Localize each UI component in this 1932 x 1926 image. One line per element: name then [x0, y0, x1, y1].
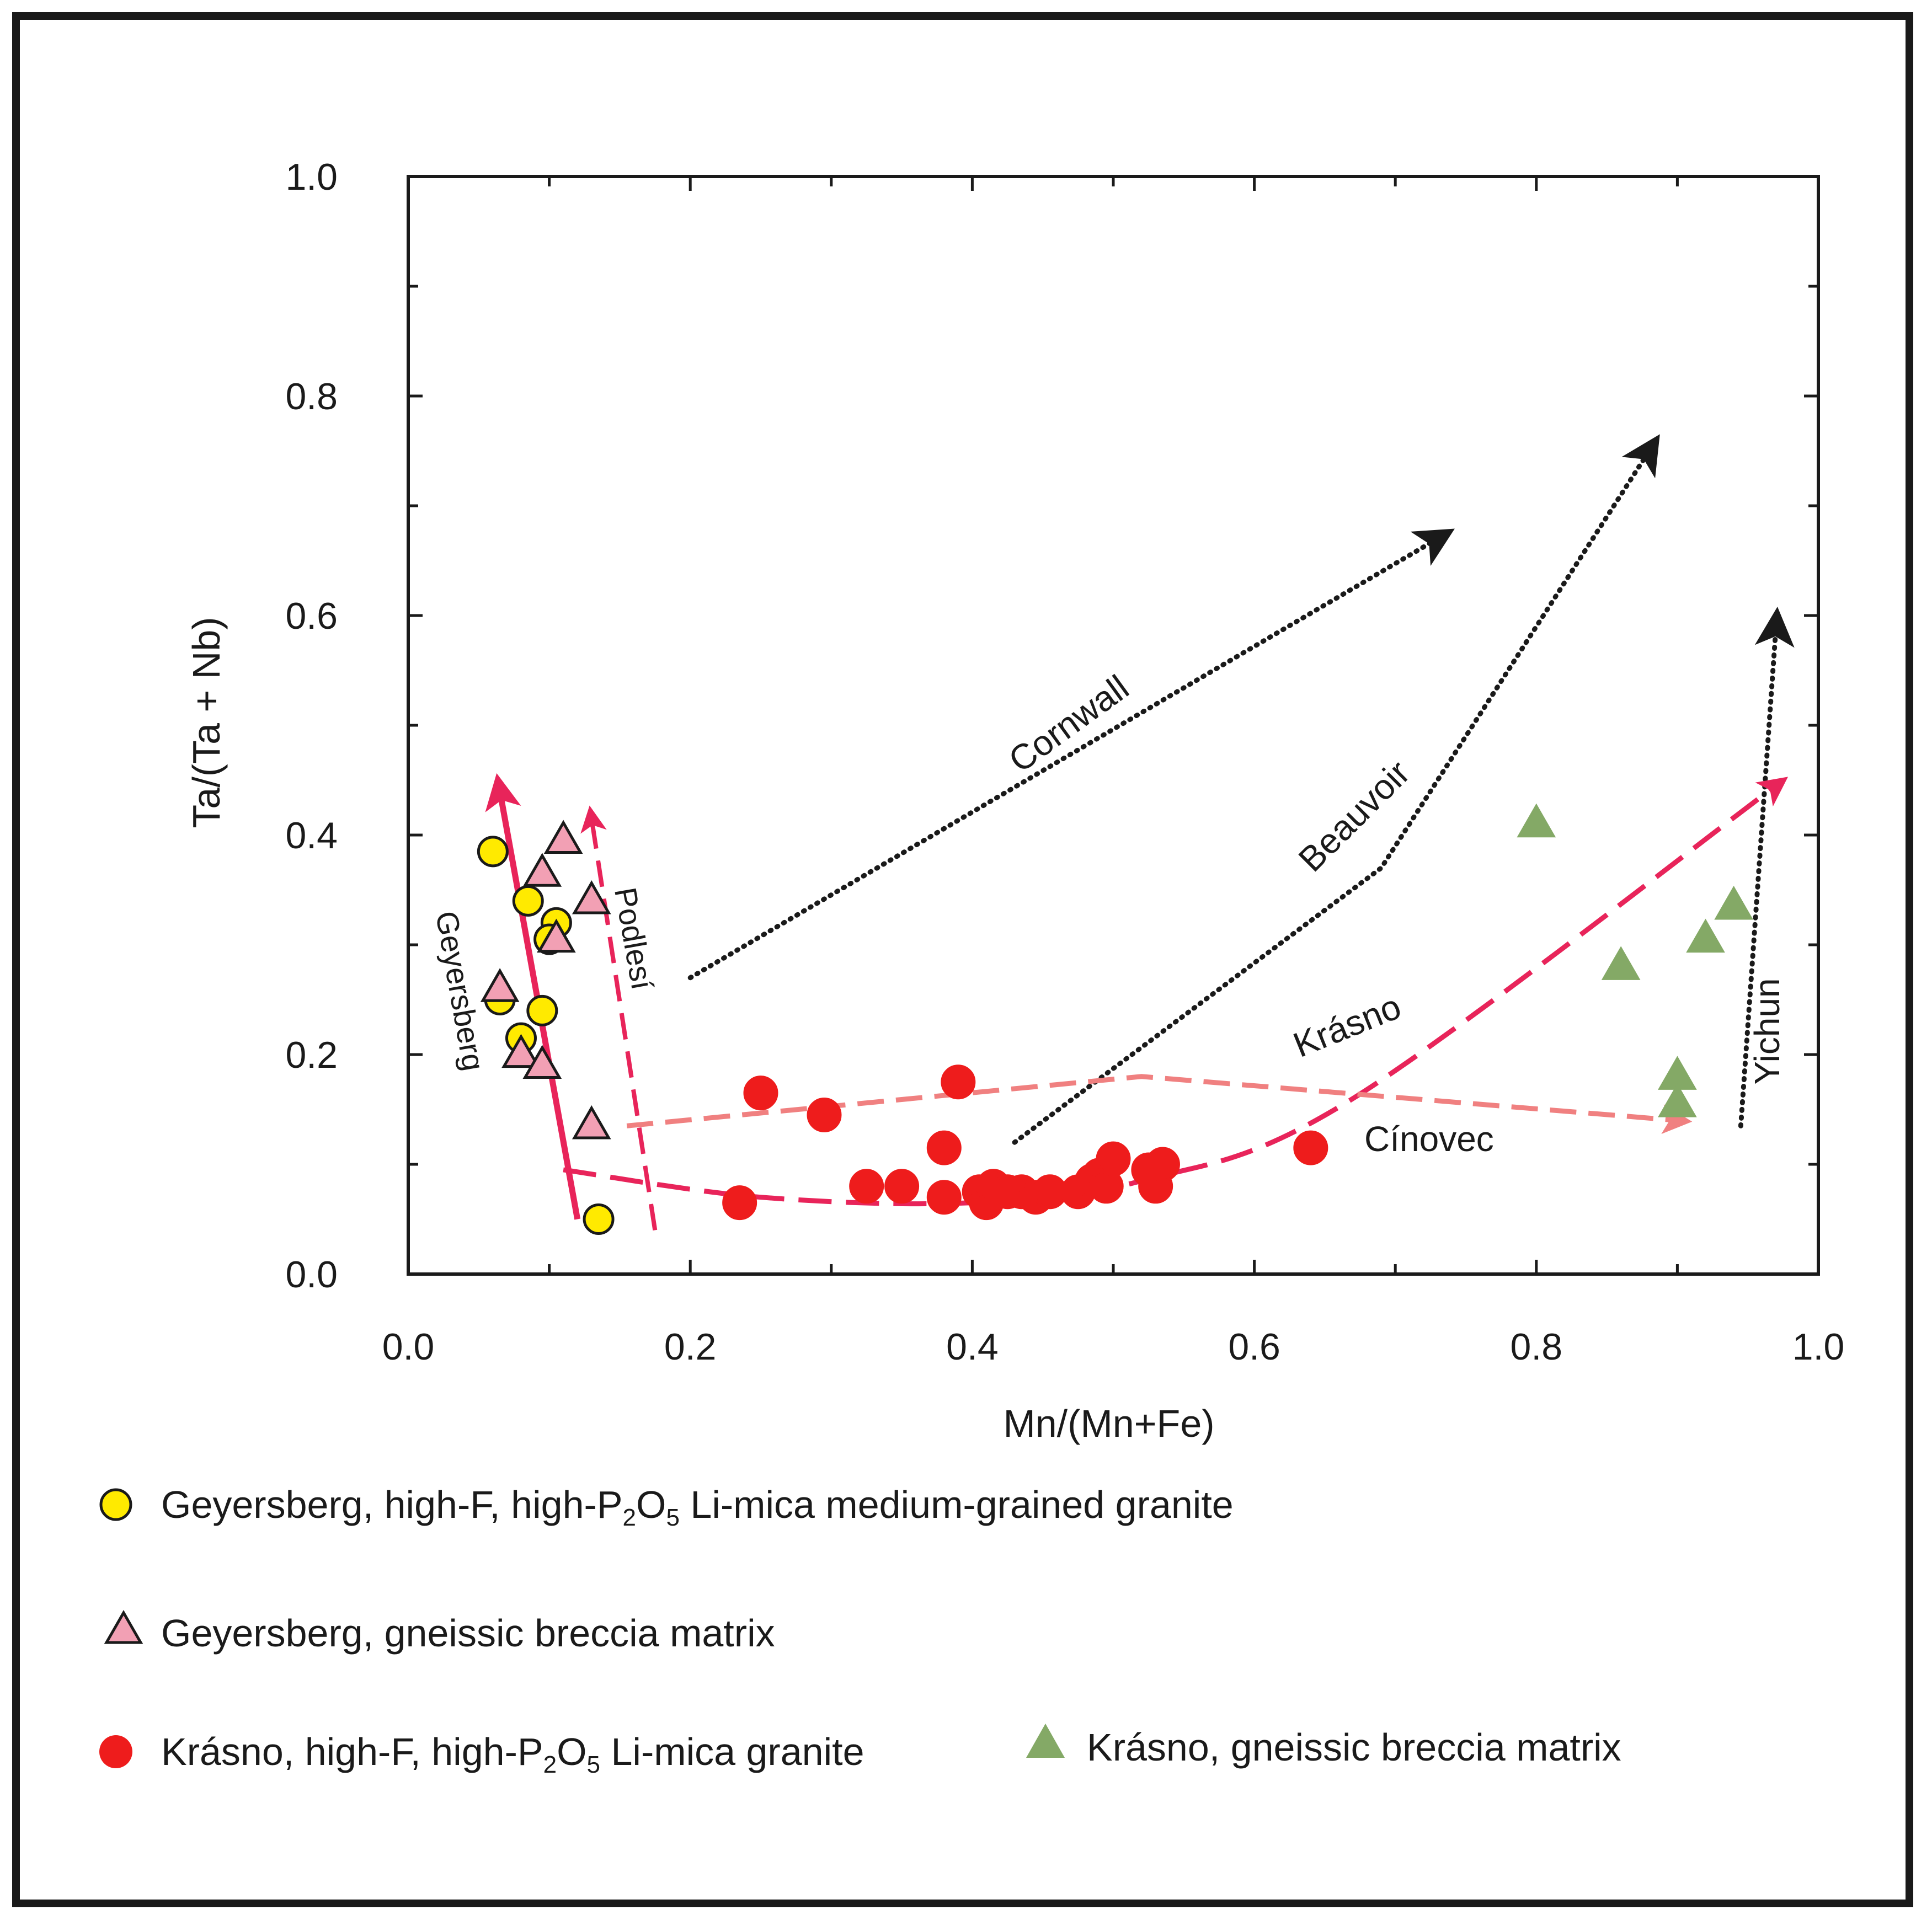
data-point-series-2 — [522, 1045, 562, 1079]
data-point-series-1 — [526, 994, 558, 1026]
y-tick-label: 0.6 — [285, 595, 338, 637]
data-point-series-3 — [941, 1064, 976, 1100]
y-axis-title: Ta/(Ta + Nb) — [185, 617, 228, 828]
trend-label-yichun: Yichun — [1747, 978, 1787, 1084]
x-tick-label: 0.4 — [946, 1326, 999, 1368]
data-point-series-3 — [743, 1076, 778, 1111]
legend-label-krasno-granite-pre: Krásno, high-F, high-P — [161, 1730, 543, 1773]
y-tick-label: 0.8 — [285, 376, 338, 418]
legend-marker-krasno-granite — [99, 1735, 132, 1768]
data-point-series-3 — [1293, 1130, 1328, 1165]
trend-label-krasno: Krásno — [1288, 986, 1406, 1065]
data-point-series-4 — [1517, 803, 1556, 838]
trend-line-cornwall — [687, 528, 1455, 981]
figure-frame — [12, 12, 1913, 1907]
trend-lines — [485, 434, 1795, 1231]
legend-label-geyersberg-granite-mid: O — [636, 1483, 666, 1526]
data-point-series-4 — [1601, 946, 1641, 980]
legend-marker-geyersberg-breccia — [104, 1609, 143, 1644]
data-point-series-1 — [583, 1203, 615, 1235]
x-tick-label: 0.2 — [664, 1326, 717, 1368]
trend-label-cinovec: Cínovec — [1364, 1119, 1494, 1159]
trend-line-beauvoir — [1012, 434, 1660, 1145]
trend-label-geyersberg: Geyersberg — [429, 908, 492, 1073]
x-tick-label: 0.8 — [1511, 1326, 1563, 1368]
data-point-series-2 — [522, 853, 562, 887]
legend-marker-krasno-breccia — [1026, 1724, 1065, 1758]
data-point-series-3 — [1145, 1147, 1180, 1182]
legend-label-krasno-granite-sub1: 2 — [543, 1751, 557, 1778]
y-tick-label: 0.0 — [285, 1254, 338, 1296]
legend-label-geyersberg-granite-pre: Geyersberg, high-F, high-P — [161, 1483, 623, 1526]
legend-label-geyersberg-granite-post: Li-mica medium-grained granite — [680, 1483, 1234, 1526]
y-tick-label: 0.4 — [285, 815, 338, 857]
data-point-series-3 — [926, 1130, 962, 1165]
plot-area — [407, 175, 1820, 1276]
data-point-series-4 — [1658, 1083, 1697, 1117]
legend-label-krasno-granite: Krásno, high-F, high-P2O5 Li-mica granit… — [161, 1730, 864, 1778]
legend-label-geyersberg-granite-sub2: 5 — [666, 1504, 679, 1531]
trend-line-cinovec — [626, 1074, 1693, 1135]
data-point-series-2 — [543, 820, 583, 854]
x-tick-label: 0.6 — [1228, 1326, 1280, 1368]
trend-label-beauvoir: Beauvoir — [1291, 753, 1418, 880]
data-point-series-3 — [1096, 1141, 1131, 1176]
legend-label-geyersberg-granite: Geyersberg, high-F, high-P2O5 Li-mica me… — [161, 1483, 1234, 1531]
trend-line-krasno — [563, 777, 1789, 1207]
legend: Geyersberg, high-F, high-P2O5 Li-mica me… — [99, 1483, 1621, 1778]
trend-line-yichun — [1738, 606, 1795, 1128]
data-point-series-4 — [1686, 918, 1725, 953]
x-tick-label: 1.0 — [1792, 1326, 1845, 1368]
x-axis-title: Mn/(Mn+Fe) — [1003, 1402, 1214, 1445]
data-point-series-2 — [480, 968, 520, 1002]
data-point-series-3 — [849, 1169, 884, 1204]
legend-marker-geyersberg-granite — [99, 1488, 132, 1521]
data-point-series-2 — [572, 880, 611, 914]
legend-label-krasno-breccia: Krásno, gneissic breccia matrix — [1087, 1726, 1621, 1769]
legend-label-krasno-granite-sub2: 5 — [587, 1751, 600, 1778]
data-point-series-3 — [884, 1169, 920, 1204]
data-point-series-2 — [501, 1034, 541, 1068]
data-point-series-3 — [807, 1097, 842, 1132]
legend-label-geyersberg-breccia: Geyersberg, gneissic breccia matrix — [161, 1612, 775, 1655]
data-point-series-1 — [512, 885, 544, 917]
data-point-series-2 — [572, 1105, 611, 1139]
data-markers — [477, 803, 1753, 1235]
axis-tick-labels: 0.0 0.2 0.4 0.6 0.8 1.0 0.0 0.2 0.4 0.6 0.8 1.0 — [285, 156, 1844, 1368]
axis-ticks — [407, 175, 1820, 1276]
data-point-series-4 — [1714, 885, 1753, 920]
x-tick-label: 0.0 — [382, 1326, 435, 1368]
trend-label-cornwall: Cornwall — [1001, 667, 1136, 780]
trend-line-podlesi — [580, 805, 658, 1231]
data-point-series-3 — [722, 1185, 757, 1221]
y-tick-label: 0.2 — [285, 1034, 338, 1076]
data-point-series-3 — [926, 1180, 962, 1215]
data-point-series-1 — [477, 836, 509, 868]
legend-label-krasno-granite-mid: O — [557, 1730, 586, 1773]
y-tick-label: 1.0 — [285, 156, 338, 198]
data-point-series-2 — [537, 918, 576, 953]
legend-label-krasno-granite-post: Li-mica granite — [600, 1730, 864, 1773]
legend-label-geyersberg-granite-sub1: 2 — [623, 1504, 636, 1531]
